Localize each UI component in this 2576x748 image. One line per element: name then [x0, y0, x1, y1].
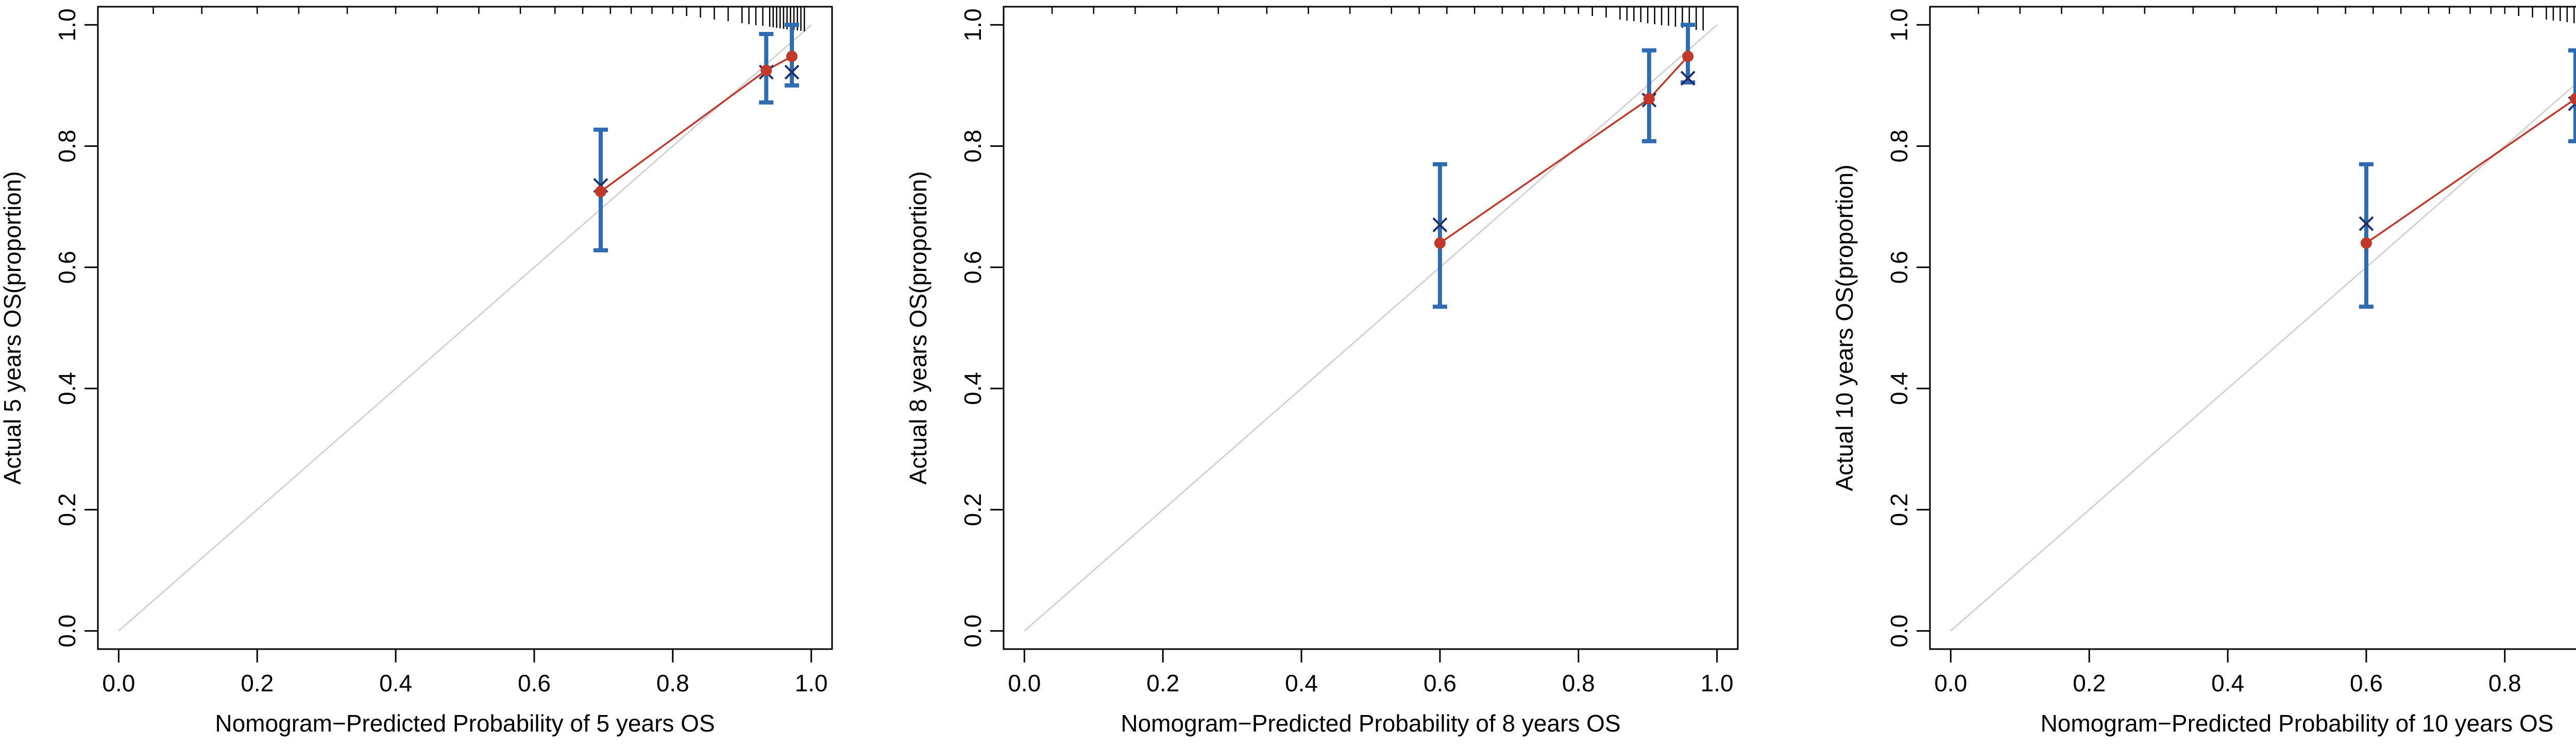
x-tick-label: 0.8 [656, 670, 689, 696]
x-axis-title: Nomogram−Predicted Probability of 5 year… [215, 710, 715, 737]
x-tick-label: 0.2 [2073, 670, 2106, 696]
bias-corrected-mark [1680, 71, 1696, 86]
x-tick-label: 0.0 [1934, 670, 1967, 696]
y-tick-label: 0.6 [959, 251, 986, 284]
calibration-point [1643, 93, 1655, 105]
calibration-line [600, 55, 792, 193]
y-tick-label: 0.0 [1886, 615, 1912, 648]
y-tick-label: 0.6 [54, 251, 80, 284]
calibration-panel-8-years: 0.0 0.2 0.4 0.6 0.8 1.0 0.0 0.2 0.4 0.6 0.8 1.0 Nomo… [905, 6, 1739, 737]
x-tick-label: 0.8 [2488, 670, 2521, 696]
y-axis-title: Actual 8 years OS(proportion) [905, 171, 931, 485]
y-axis-title: Actual 10 years OS(proportion) [1831, 164, 1858, 491]
x-tick-label: 0.8 [1562, 670, 1595, 696]
y-tick-label: 1.0 [959, 8, 986, 41]
bias-corrected-mark [2359, 216, 2374, 231]
y-tick-label: 0.2 [54, 493, 80, 526]
x-axis-title: Nomogram−Predicted Probability of 10 yea… [2041, 710, 2554, 737]
y-tick-label: 1.0 [54, 8, 80, 41]
x-tick-label: 1.0 [795, 670, 828, 696]
x-tick-label: 0.2 [241, 670, 274, 696]
ideal-diagonal-line [118, 24, 812, 632]
calibration-point [1682, 50, 1694, 62]
y-tick-label: 1.0 [1886, 8, 1912, 41]
y-tick-label: 0.0 [959, 615, 986, 648]
x-tick-label: 0.4 [1285, 670, 1318, 696]
ideal-diagonal-line [1024, 24, 1718, 632]
plot-frame [1003, 6, 1739, 650]
y-tick-label: 0.0 [54, 615, 80, 648]
x-tick-label: 0.2 [1146, 670, 1179, 696]
x-tick-label: 1.0 [1701, 670, 1734, 696]
calibration-point [760, 64, 772, 76]
x-tick-label: 0.4 [379, 670, 412, 696]
x-tick-label: 0.4 [2211, 670, 2244, 696]
bias-corrected-mark [1432, 217, 1448, 232]
y-tick-label: 0.8 [1886, 130, 1912, 163]
x-tick-label: 0.6 [1423, 670, 1456, 696]
calibration-point [2360, 237, 2372, 249]
y-tick-label: 0.2 [1886, 493, 1912, 526]
plot-frame [1929, 6, 2576, 650]
y-tick-label: 0.8 [54, 130, 80, 163]
x-axis-title: Nomogram−Predicted Probability of 8 year… [1121, 710, 1620, 737]
y-axis-title: Actual 5 years OS(proportion) [0, 171, 26, 485]
bias-corrected-mark [784, 64, 800, 80]
x-tick-label: 0.6 [518, 670, 551, 696]
x-tick-label: 0.0 [102, 670, 135, 696]
y-tick-label: 0.4 [959, 372, 986, 405]
calibration-point [1434, 237, 1446, 249]
x-tick-label: 0.6 [2350, 670, 2383, 696]
calibration-panel-5-years: 0.0 0.2 0.4 0.6 0.8 1.0 0.0 0.2 0.4 0.6 0.8 1.0 Nomo… [0, 6, 833, 737]
calibration-panel-10-years: 0.00.20.40.60.81.00.00.20.40.60.81.0Nomo… [1831, 6, 2576, 737]
calibration-point [595, 185, 606, 197]
calibration-point [2569, 93, 2576, 105]
y-tick-label: 0.2 [959, 493, 986, 526]
y-tick-label: 0.8 [959, 130, 986, 163]
x-tick-label: 0.0 [1008, 670, 1041, 696]
plot-frame [97, 6, 833, 650]
calibration-point [786, 50, 798, 62]
y-tick-label: 0.4 [54, 372, 80, 405]
ideal-diagonal-line [1950, 82, 2576, 632]
y-tick-label: 0.4 [1886, 372, 1912, 405]
calibration-line [2365, 97, 2576, 244]
y-tick-label: 0.6 [1886, 251, 1912, 284]
